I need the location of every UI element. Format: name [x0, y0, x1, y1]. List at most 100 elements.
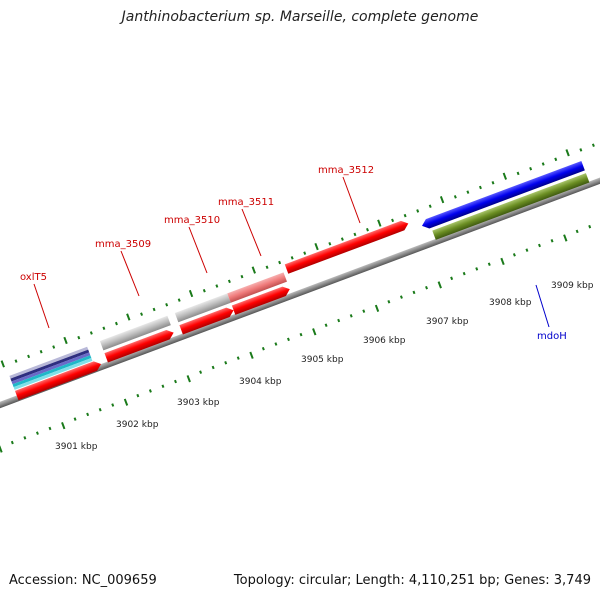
map-title: Janthinobacterium sp. Marseille, complet… [121, 9, 479, 25]
major-tick [249, 351, 254, 359]
scale-label: 3909 kbp [551, 281, 594, 291]
minor-tick [174, 379, 177, 384]
minor-tick [416, 209, 420, 213]
scale-label: 3906 kbp [363, 336, 406, 346]
major-tick [314, 242, 319, 251]
minor-tick [136, 393, 140, 398]
minor-tick [462, 271, 466, 276]
feature-blue-arrow[interactable] [420, 160, 585, 231]
minor-tick [73, 417, 77, 421]
gene-label-mma_3512[interactable]: mma_3512 [318, 165, 374, 176]
genome-backbone [0, 164, 600, 415]
minor-tick [290, 256, 294, 260]
minor-tick [466, 190, 470, 194]
minor-tick [27, 354, 31, 359]
gene-label-mma_3509[interactable]: mma_3509 [95, 239, 151, 250]
minor-tick [86, 412, 90, 417]
minor-tick [575, 229, 579, 234]
minor-tick [478, 185, 482, 190]
minor-tick [366, 227, 369, 232]
feature-mma_3510-gray[interactable] [174, 293, 231, 323]
scale-label: 3901 kbp [55, 442, 98, 452]
minor-tick [387, 300, 391, 304]
minor-tick [425, 285, 428, 290]
minor-tick [240, 274, 244, 279]
minor-tick [152, 307, 156, 312]
minor-tick [554, 157, 558, 162]
feature-mma_3511-pink[interactable] [227, 272, 287, 303]
major-tick [186, 375, 191, 383]
feature-oxlT5[interactable] [14, 359, 103, 401]
minor-tick [148, 389, 152, 393]
gene-leader-line [188, 226, 208, 274]
minor-tick [52, 345, 56, 349]
minor-tick [14, 359, 18, 363]
gene-leader-line [33, 283, 50, 329]
minor-tick [428, 204, 432, 208]
minor-tick [215, 284, 219, 288]
major-tick [439, 196, 445, 204]
minor-tick [48, 426, 52, 431]
feature-mma_3509-gray[interactable] [99, 315, 171, 351]
gene-leader-line [342, 176, 361, 224]
minor-tick [211, 365, 215, 370]
minor-tick [588, 224, 592, 229]
feature-mma_3509[interactable] [104, 328, 175, 363]
major-tick [312, 328, 317, 336]
feature-olive-arrow[interactable] [432, 173, 590, 240]
minor-tick [89, 331, 93, 335]
gene-label-mdoH[interactable]: mdoH [537, 331, 567, 342]
minor-tick [591, 143, 595, 147]
major-tick [502, 172, 508, 180]
minor-tick [337, 318, 341, 323]
gene-leader-line [120, 250, 140, 297]
gene-label-mma_3510[interactable]: mma_3510 [164, 215, 220, 226]
scale-label: 3905 kbp [301, 355, 344, 365]
cds-features [14, 173, 590, 401]
feature-oxlT5-stripes[interactable] [9, 346, 93, 390]
minor-tick [487, 262, 491, 266]
minor-tick [512, 253, 516, 257]
minor-tick [541, 162, 545, 166]
major-tick [0, 445, 3, 453]
scale-labels: 3901 kbp 3902 kbp 3903 kbp 3904 kbp 3905 kbp… [55, 281, 594, 452]
minor-tick [199, 370, 203, 374]
scale-label: 3904 kbp [239, 377, 282, 387]
minor-tick [516, 171, 520, 176]
minor-tick [102, 326, 106, 331]
minor-tick [412, 290, 416, 295]
feature-mma_3511[interactable] [231, 284, 292, 315]
gene-label-oxlT5[interactable]: oxlT5 [20, 272, 47, 283]
scale-label: 3902 kbp [116, 420, 159, 430]
gene-leader-line [535, 284, 550, 328]
genome-summary-text: Topology: circular; Length: 4,110,251 bp… [233, 573, 591, 588]
major-tick [565, 149, 570, 157]
minor-tick [362, 309, 366, 313]
gene-labels: oxlT5 mma_3509 mma_3510 mma_3511 mma_3512mdo… [20, 165, 567, 342]
minor-tick [340, 237, 344, 241]
scale-label: 3908 kbp [489, 298, 532, 308]
minor-tick [399, 295, 403, 299]
minor-tick [328, 242, 332, 246]
minor-tick [39, 349, 43, 354]
outer-tick-row [0, 143, 595, 368]
minor-tick [287, 337, 290, 342]
feature-mma_3510[interactable] [179, 306, 235, 335]
minor-tick [236, 356, 240, 360]
minor-tick [450, 276, 454, 281]
major-tick [61, 422, 66, 430]
minor-tick [265, 265, 269, 270]
minor-tick [299, 332, 303, 337]
major-tick [500, 257, 505, 266]
minor-tick [391, 218, 395, 223]
minor-tick [475, 267, 479, 271]
major-tick [0, 360, 5, 368]
minor-tick [324, 323, 328, 327]
minor-tick [303, 251, 307, 255]
minor-tick [224, 361, 228, 365]
gene-label-mma_3511[interactable]: mma_3511 [218, 197, 274, 208]
major-tick [377, 219, 382, 227]
feature-mma_3512[interactable] [284, 219, 410, 274]
minor-tick [77, 335, 81, 340]
